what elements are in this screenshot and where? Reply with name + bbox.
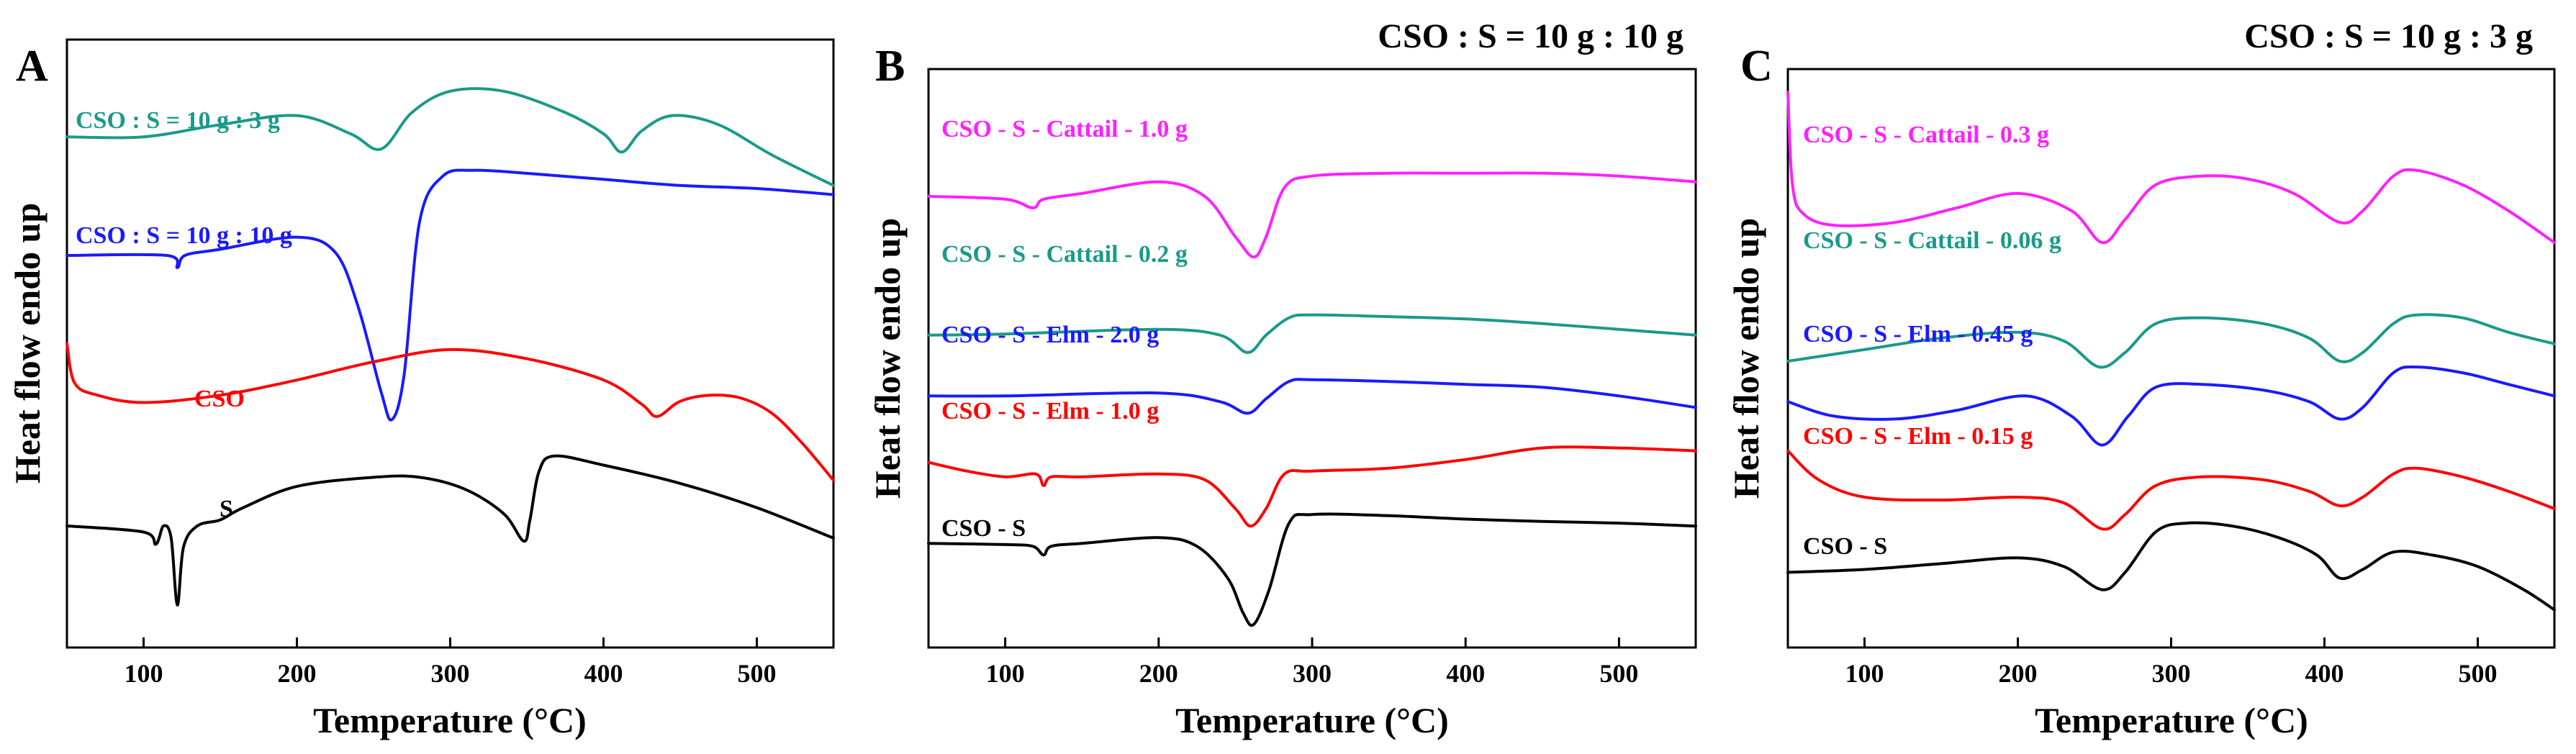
panel-b-label-cattail-0-2: CSO - S - Cattail - 0.2 g: [941, 241, 1188, 268]
panel-a-label-cso-s-10-10: CSO : S = 10 g : 10 g: [76, 222, 292, 249]
panel-b-y-axis-title: Heat flow endo up: [867, 218, 908, 499]
panel-c-series-line-cso-s-cattail-0-3-g: [1786, 91, 2556, 245]
panel-c-letter: C: [1740, 42, 1773, 91]
panel-a-x-axis-title: Temperature (°C): [313, 700, 587, 740]
panel-b-letter: B: [875, 42, 905, 91]
panel-c-label-elm-0-15: CSO - S - Elm - 0.15 g: [1803, 423, 2033, 450]
panel-b-x-tick-label-500: 500: [1599, 659, 1638, 688]
panel-c-series-line-cso-s-cattail-0-06-g: [1786, 313, 2556, 369]
panel-a-x-tick-label-100: 100: [125, 659, 163, 688]
panel-b-series-line-cso-s: [927, 512, 1697, 627]
panel-c-x-tick-label-400: 400: [2305, 659, 2344, 688]
panel-c: C CSO : S = 10 g : 3 g 100 200 300 400 500 T…: [1726, 17, 2556, 740]
panel-c-plot-frame: [1786, 68, 2556, 649]
panel-c-label-cattail-0-06: CSO - S - Cattail - 0.06 g: [1803, 227, 2061, 254]
panel-b-series-line-cso-s-cattail-0-2-g: [927, 313, 1697, 354]
panel-b-plot-frame: [927, 68, 1697, 649]
panel-c-series-line-cso-s: [1786, 521, 2556, 612]
panel-b-label-elm-1: CSO - S - Elm - 1.0 g: [941, 398, 1159, 424]
panel-b-label-cso-s: CSO - S: [941, 515, 1026, 542]
panel-c-x-tick-label-300: 300: [2152, 659, 2191, 688]
panel-a-series-lines: [65, 87, 835, 607]
panel-c-x-axis-title: Temperature (°C): [2035, 700, 2308, 740]
panel-c-x-tick-label-500: 500: [2459, 659, 2498, 688]
panel-a-label-cso: CSO: [194, 386, 245, 412]
panel-c-y-axis-title: Heat flow endo up: [1726, 218, 1766, 499]
panel-c-label-cso-s: CSO - S: [1803, 533, 1887, 560]
panel-b-header: CSO : S = 10 g : 10 g: [1378, 17, 1684, 55]
panel-a-series-line-cso: [65, 342, 835, 482]
panel-a-letter: A: [16, 42, 48, 91]
panel-b-series-lines: [927, 171, 1697, 627]
panel-b-series-line-cso-s-elm-2-0-g: [927, 378, 1697, 415]
panel-c-series-lines: [1786, 91, 2556, 612]
panel-c-x-tick-label-200: 200: [1999, 659, 2038, 688]
panel-b-series-line-cso-s-elm-1-0-g: [927, 445, 1697, 528]
panel-b-x-tick-label-300: 300: [1293, 659, 1332, 688]
panel-b-x-axis-title: Temperature (°C): [1175, 700, 1449, 740]
panel-b-x-tick-label-400: 400: [1446, 659, 1485, 688]
panel-a-label-cso-s-10-3: CSO : S = 10 g : 3 g: [76, 107, 280, 134]
panel-c-label-cattail-0-3: CSO - S - Cattail - 0.3 g: [1803, 122, 2049, 148]
panel-b-series-line-cso-s-cattail-1-0-g: [927, 171, 1697, 259]
panel-c-series-line-cso-s-elm-0-15-g: [1786, 449, 2556, 531]
panel-b-label-elm-2: CSO - S - Elm - 2.0 g: [941, 322, 1159, 348]
panel-b-x-axis: 100 200 300 400 500: [986, 637, 1638, 688]
panel-b-x-tick-label-100: 100: [986, 659, 1025, 688]
panel-c-label-elm-0-45: CSO - S - Elm - 0.45 g: [1803, 321, 2033, 348]
panel-a-series-line-cso-s-10-g-10-g: [65, 168, 835, 422]
panel-a-x-tick-label-200: 200: [278, 659, 317, 688]
panel-c-series-line-cso-s-elm-0-45-g: [1786, 365, 2556, 447]
panel-b-label-cattail-1: CSO - S - Cattail - 1.0 g: [941, 116, 1188, 142]
panel-a-series-line-s: [65, 454, 835, 607]
panel-a-x-tick-label-300: 300: [431, 659, 470, 688]
panel-a-x-axis: 100 200 300 400 500: [125, 637, 777, 688]
panel-b: B CSO : S = 10 g : 10 g 100 200 300 400 500 …: [867, 17, 1697, 740]
panel-a-series-line-cso-s-10-g-3-g: [65, 87, 835, 187]
panel-a-y-axis-title: Heat flow endo up: [7, 203, 48, 483]
panel-a-x-tick-label-500: 500: [738, 659, 777, 688]
panel-b-x-tick-label-200: 200: [1139, 659, 1178, 688]
panel-a: A 100 200 300 400 500 Temperature (°C) Heat …: [7, 38, 835, 740]
panel-c-header: CSO : S = 10 g : 3 g: [2244, 17, 2533, 55]
panel-c-x-axis: 100 200 300 400 500: [1845, 637, 2498, 688]
panel-a-x-tick-label-400: 400: [584, 659, 623, 688]
panel-c-x-tick-label-100: 100: [1845, 659, 1884, 688]
panel-a-label-s: S: [220, 496, 233, 522]
